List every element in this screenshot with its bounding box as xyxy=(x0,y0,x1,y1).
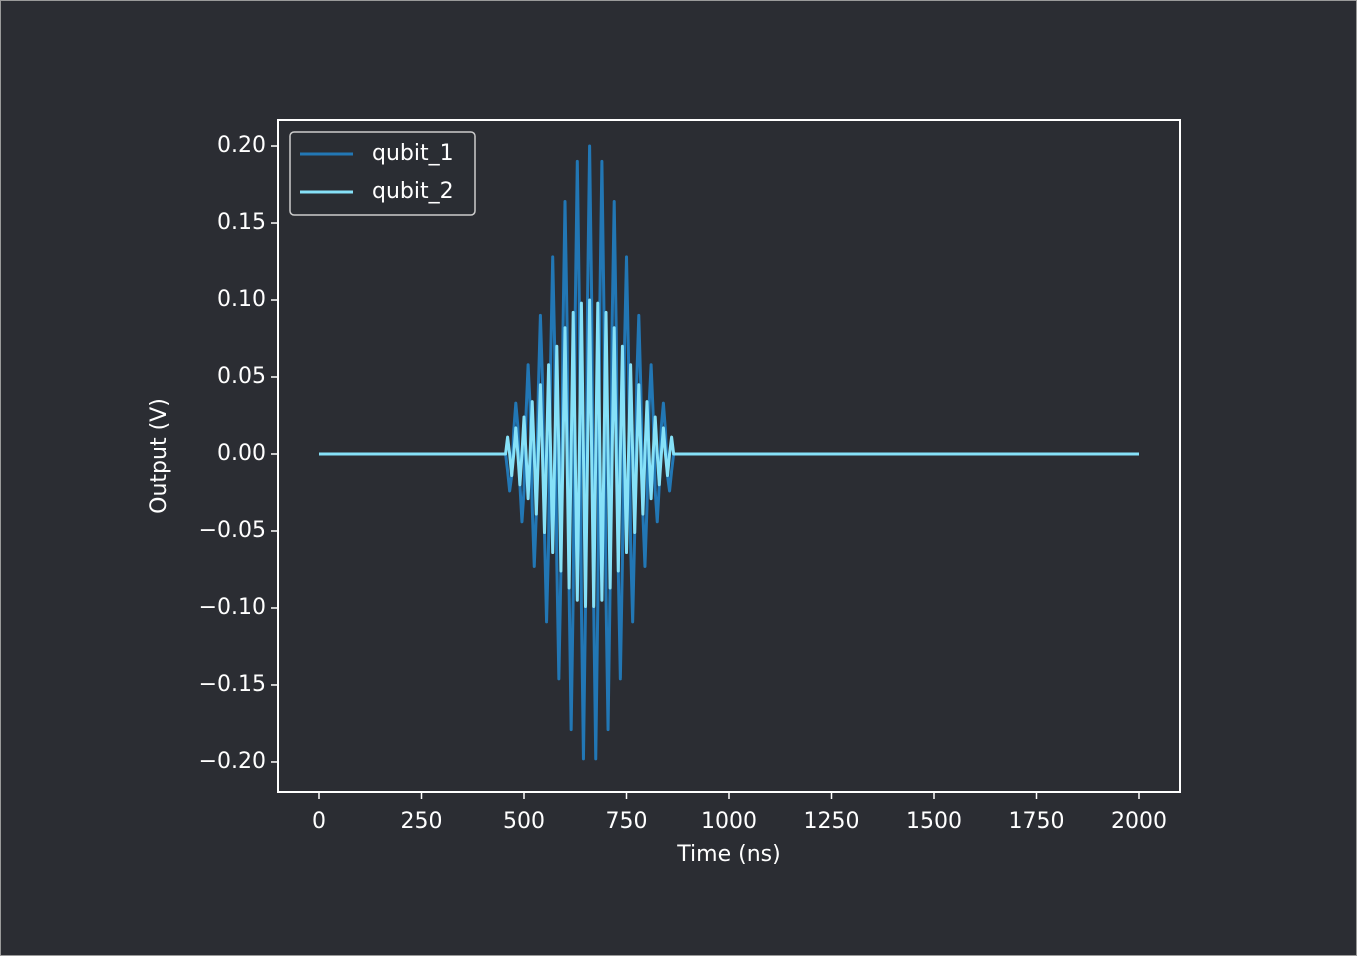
y-tick-label: 0.20 xyxy=(217,133,266,158)
x-tick-label: 0 xyxy=(312,809,326,834)
y-axis-label: Output (V) xyxy=(147,398,172,514)
x-tick-label: 500 xyxy=(503,809,545,834)
x-tick-label: 250 xyxy=(401,809,443,834)
x-tick-label: 2000 xyxy=(1111,809,1167,834)
y-tick-label: −0.10 xyxy=(199,595,266,620)
x-tick-label: 1000 xyxy=(701,809,757,834)
y-tick-label: 0.05 xyxy=(217,364,266,389)
y-tick-label: −0.05 xyxy=(199,518,266,543)
data-line xyxy=(319,144,1139,761)
y-tick-label: 0.00 xyxy=(217,441,266,466)
data-line xyxy=(319,298,1139,608)
y-tick-label: −0.15 xyxy=(199,672,266,697)
x-tick-label: 1500 xyxy=(906,809,962,834)
x-axis-label: Time (ns) xyxy=(676,842,780,867)
legend-label: qubit_2 xyxy=(372,179,454,204)
y-tick-label: 0.15 xyxy=(217,210,266,235)
y-tick-label: −0.20 xyxy=(199,749,266,774)
x-tick-label: 1750 xyxy=(1009,809,1065,834)
x-tick-label: 750 xyxy=(606,809,648,834)
legend-label: qubit_1 xyxy=(372,141,454,166)
y-tick-label: 0.10 xyxy=(217,287,266,312)
x-tick-label: 1250 xyxy=(804,809,860,834)
plot-frame xyxy=(277,119,1181,793)
